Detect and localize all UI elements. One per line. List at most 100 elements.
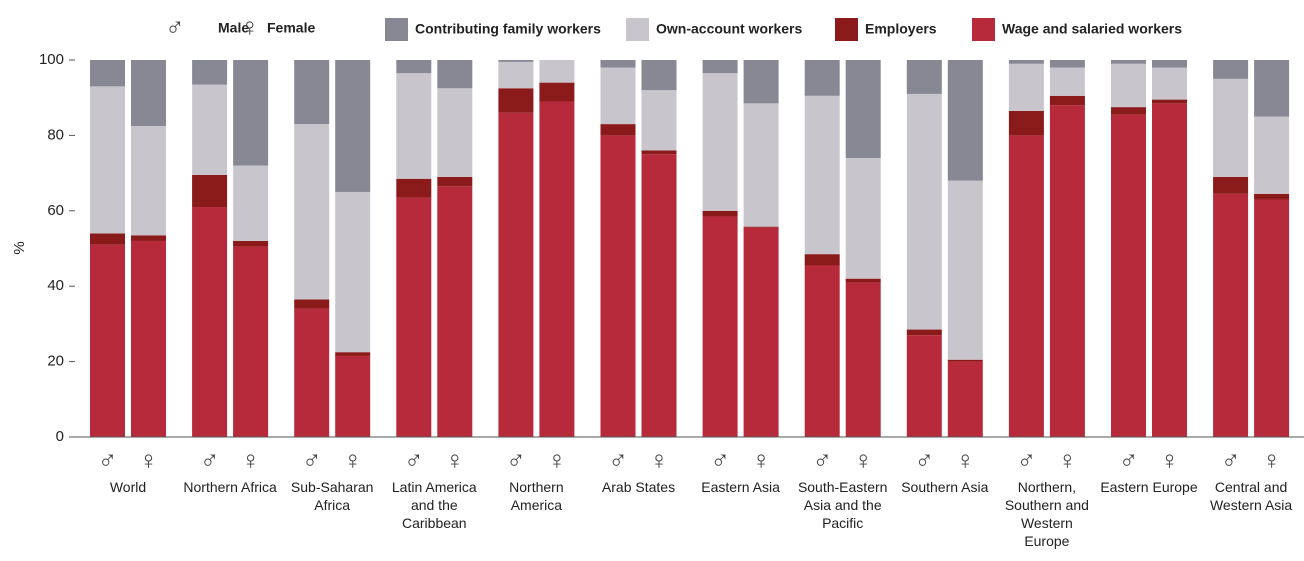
x-sex-symbol: ♀ xyxy=(649,445,669,475)
bar-segment xyxy=(804,95,840,255)
x-sex-symbol: ♂ xyxy=(98,445,118,475)
bar-segment xyxy=(90,60,125,87)
bar-segment xyxy=(1049,67,1085,96)
bar-segment xyxy=(1254,116,1290,194)
bar-segment xyxy=(90,244,125,437)
bar-segment xyxy=(498,60,534,62)
bar-segment xyxy=(498,88,534,113)
y-tick-label: 60 xyxy=(47,202,64,219)
bar-segment xyxy=(437,60,473,89)
bar-segment xyxy=(396,73,432,179)
bar-segment xyxy=(1008,110,1044,136)
bar-segment xyxy=(233,165,269,241)
y-tick-label: 40 xyxy=(47,277,64,294)
bar-segment xyxy=(702,216,738,437)
bar-segment xyxy=(702,60,738,74)
bar-segment xyxy=(641,60,677,91)
y-tick-label: 20 xyxy=(47,353,64,370)
x-sex-symbol: ♂ xyxy=(1017,445,1037,475)
bar-segment xyxy=(192,207,228,437)
x-sex-symbol: ♀ xyxy=(139,445,159,475)
x-sex-symbol: ♂ xyxy=(200,445,220,475)
bar-segment xyxy=(294,60,330,125)
bar-segment xyxy=(1049,60,1085,68)
legend-swatch xyxy=(972,18,995,41)
bar-segment xyxy=(743,226,779,228)
legend-label: Own-account workers xyxy=(656,21,802,37)
bar-segment xyxy=(600,60,636,68)
bar-segment xyxy=(131,240,166,437)
x-sex-symbol: ♂ xyxy=(608,445,628,475)
bar-segment xyxy=(131,125,166,236)
bar-segment xyxy=(192,84,228,175)
bar-segment xyxy=(743,103,779,227)
bar-segment xyxy=(947,60,983,181)
x-category-label: Central and Western Asia xyxy=(1209,479,1293,513)
bar-segment xyxy=(1254,193,1290,200)
x-sex-symbol: ♂ xyxy=(1221,445,1241,475)
bar-segment xyxy=(233,246,269,437)
bar-segment xyxy=(804,60,840,96)
x-sex-symbol: ♀ xyxy=(956,445,976,475)
bar-segment xyxy=(294,299,330,309)
bar-segment xyxy=(396,197,432,437)
legend-label: Wage and salaried workers xyxy=(1002,21,1182,37)
bar-segment xyxy=(743,227,779,437)
bar-segment xyxy=(845,282,881,437)
bar-segment xyxy=(131,235,166,241)
x-category-label: Southern Asia xyxy=(901,479,989,495)
bar-segment xyxy=(335,352,371,356)
bar-segment xyxy=(498,112,534,437)
bar-segment xyxy=(539,82,575,102)
legend-label: Contributing family workers xyxy=(415,21,601,37)
bar-segment xyxy=(335,60,371,192)
bar-segment xyxy=(906,335,942,437)
bar-segment xyxy=(1008,63,1044,111)
bar-segment xyxy=(335,191,371,353)
bar-segment xyxy=(335,355,371,437)
x-sex-symbol: ♀ xyxy=(751,445,771,475)
legend-swatch xyxy=(626,18,649,41)
x-sex-symbol: ♂ xyxy=(302,445,322,475)
legend-swatch xyxy=(385,18,408,41)
x-category-label: Latin America and the Caribbean xyxy=(391,479,477,531)
y-tick-label: 0 xyxy=(56,428,64,445)
bar-segment xyxy=(1111,60,1146,64)
bar-segment xyxy=(396,178,432,198)
bar-segment xyxy=(1152,60,1187,68)
x-sex-symbol: ♀ xyxy=(547,445,567,475)
bar-segment xyxy=(845,158,881,279)
bar-segment xyxy=(1111,107,1146,115)
bar-segment xyxy=(192,174,228,208)
bar-segment xyxy=(1111,63,1146,108)
bar-segment xyxy=(1213,193,1249,437)
x-category-label: Northern Africa xyxy=(183,479,277,495)
bar-segment xyxy=(90,233,125,245)
bar-segment xyxy=(192,60,228,85)
bar-segment xyxy=(90,86,125,234)
x-sex-symbol: ♂ xyxy=(710,445,730,475)
bar-segment xyxy=(1254,199,1290,437)
bar-segment xyxy=(906,93,942,330)
bar-segment xyxy=(641,90,677,151)
bar-segment xyxy=(845,60,881,159)
bar-segment xyxy=(1152,67,1187,100)
x-sex-symbol: ♂ xyxy=(812,445,832,475)
bar-segment xyxy=(396,60,432,74)
bar-segment xyxy=(294,308,330,437)
bar-segment xyxy=(437,88,473,177)
y-tick-label: 100 xyxy=(39,51,64,68)
bar-segment xyxy=(1008,135,1044,437)
bar-segment xyxy=(702,210,738,217)
x-category-label: Arab States xyxy=(601,479,676,495)
x-sex-symbol: ♂ xyxy=(404,445,424,475)
bar-segment xyxy=(641,154,677,437)
bar-segment xyxy=(600,67,636,125)
bar-segment xyxy=(1049,105,1085,438)
bar-segment xyxy=(1254,60,1290,117)
bar-segment xyxy=(233,60,269,166)
bar-segment xyxy=(1213,176,1249,194)
bar-segment xyxy=(1213,60,1249,79)
